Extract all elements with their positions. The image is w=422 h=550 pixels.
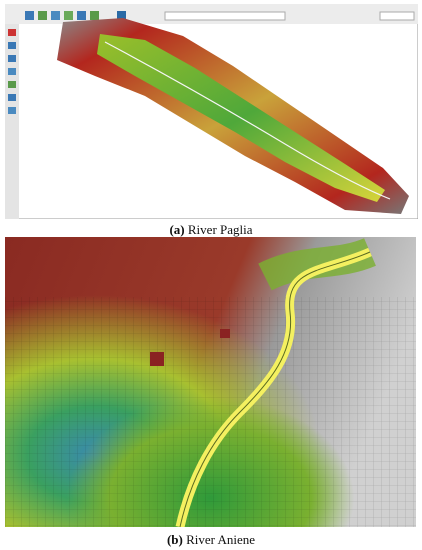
tool-icon[interactable] [8, 107, 16, 114]
tool-icon[interactable] [8, 81, 16, 88]
side-toolbar [5, 24, 19, 219]
building [150, 352, 164, 366]
mesh-grid [5, 297, 416, 527]
tool-icon[interactable] [8, 42, 16, 49]
tool-icon[interactable] [25, 11, 34, 20]
caption-a: (a) River Paglia [0, 222, 422, 238]
tool-icon[interactable] [8, 55, 16, 62]
tool-icon[interactable] [8, 94, 16, 101]
river-centerline [179, 251, 371, 527]
side-icons [8, 29, 16, 114]
panel-b-dem [5, 237, 416, 527]
tool-icon[interactable] [8, 68, 16, 75]
caption-b: (b) River Aniene [0, 532, 422, 548]
tool-icon[interactable] [90, 11, 99, 20]
tool-icon[interactable] [77, 11, 86, 20]
dropdown[interactable] [164, 11, 286, 21]
tool-icon[interactable] [117, 11, 126, 20]
tool-icon[interactable] [51, 11, 60, 20]
river-line [104, 41, 391, 200]
tool-icon[interactable] [38, 11, 47, 20]
caption-text: River Paglia [187, 222, 253, 237]
building [220, 329, 230, 338]
caption-label: (b) [166, 532, 183, 547]
panel-a-screenshot [5, 4, 418, 219]
tool-icon[interactable] [8, 29, 16, 36]
toolbar-icons [25, 11, 415, 21]
tool-icon[interactable] [64, 11, 73, 20]
caption-label: (a) [169, 222, 185, 237]
caption-text: River Aniene [186, 532, 256, 547]
dropdown[interactable] [379, 11, 415, 21]
